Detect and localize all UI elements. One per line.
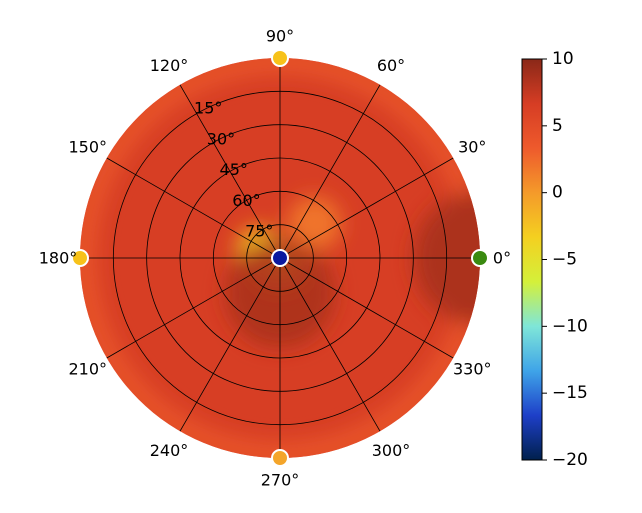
colorbar-tick-label: 5 xyxy=(552,116,563,136)
angular-gridline xyxy=(279,84,381,259)
colorbar-ticks: 10 5 0 −5 −10 −15 −20 xyxy=(542,49,588,470)
angular-tick-label: 300° xyxy=(372,441,411,460)
angular-tick-label: 180° xyxy=(39,249,78,268)
colorbar-tick-label: −15 xyxy=(552,383,588,403)
edge-marker xyxy=(71,249,89,267)
angular-tick-label: 270° xyxy=(261,471,300,490)
colorbar: 10 5 0 −5 −10 −15 −20 xyxy=(521,49,588,470)
angular-gridline xyxy=(106,157,281,259)
edge-marker xyxy=(471,249,489,267)
polar-axes: 0° 30° 60° 90° 120° 150° 180° 210° 240° 270° 300° 3… xyxy=(39,27,511,490)
radial-tick-labels: 15° 30° 45° 60° 75° xyxy=(194,99,273,241)
angular-tick-label: 30° xyxy=(458,138,486,157)
angular-tick-label: 240° xyxy=(150,441,189,460)
angular-gridline xyxy=(279,257,454,359)
angular-gridline xyxy=(279,257,381,432)
angular-gridline xyxy=(279,157,454,259)
colorbar-tick-label: −10 xyxy=(552,316,588,336)
angular-gridline xyxy=(106,257,281,359)
radial-tick-label: 75° xyxy=(245,222,273,241)
edge-marker xyxy=(271,49,289,67)
edge-markers xyxy=(71,49,489,467)
polar-grid xyxy=(80,58,480,458)
angular-tick-labels: 0° 30° 60° 90° 120° 150° 180° 210° 240° 270° 300° 3… xyxy=(39,27,511,490)
colorbar-gradient xyxy=(521,58,543,461)
angular-tick-label: 120° xyxy=(150,56,189,75)
radial-tick-label: 60° xyxy=(232,191,260,210)
angular-tick-label: 60° xyxy=(377,56,405,75)
radial-tick-label: 30° xyxy=(207,129,235,148)
angular-tick-label: 210° xyxy=(68,360,107,379)
colorbar-tick-label: −5 xyxy=(552,250,577,270)
angular-gridline xyxy=(179,84,281,259)
edge-marker xyxy=(271,449,289,467)
radial-tick-label: 15° xyxy=(194,99,222,118)
heatmap-hotspot xyxy=(413,191,480,325)
heatmap-hotspot xyxy=(287,196,342,251)
center-marker xyxy=(271,249,289,267)
colorbar-tick-label: 10 xyxy=(552,49,574,69)
angular-gridline xyxy=(179,257,281,432)
colorbar-tick-label: 0 xyxy=(552,183,563,203)
colorbar-tick-label: −20 xyxy=(552,450,588,470)
angular-tick-label: 150° xyxy=(68,138,107,157)
angular-tick-label: 330° xyxy=(453,360,492,379)
radial-tick-label: 45° xyxy=(220,160,248,179)
angular-tick-label: 90° xyxy=(266,27,294,46)
angular-tick-label: 0° xyxy=(493,249,511,268)
